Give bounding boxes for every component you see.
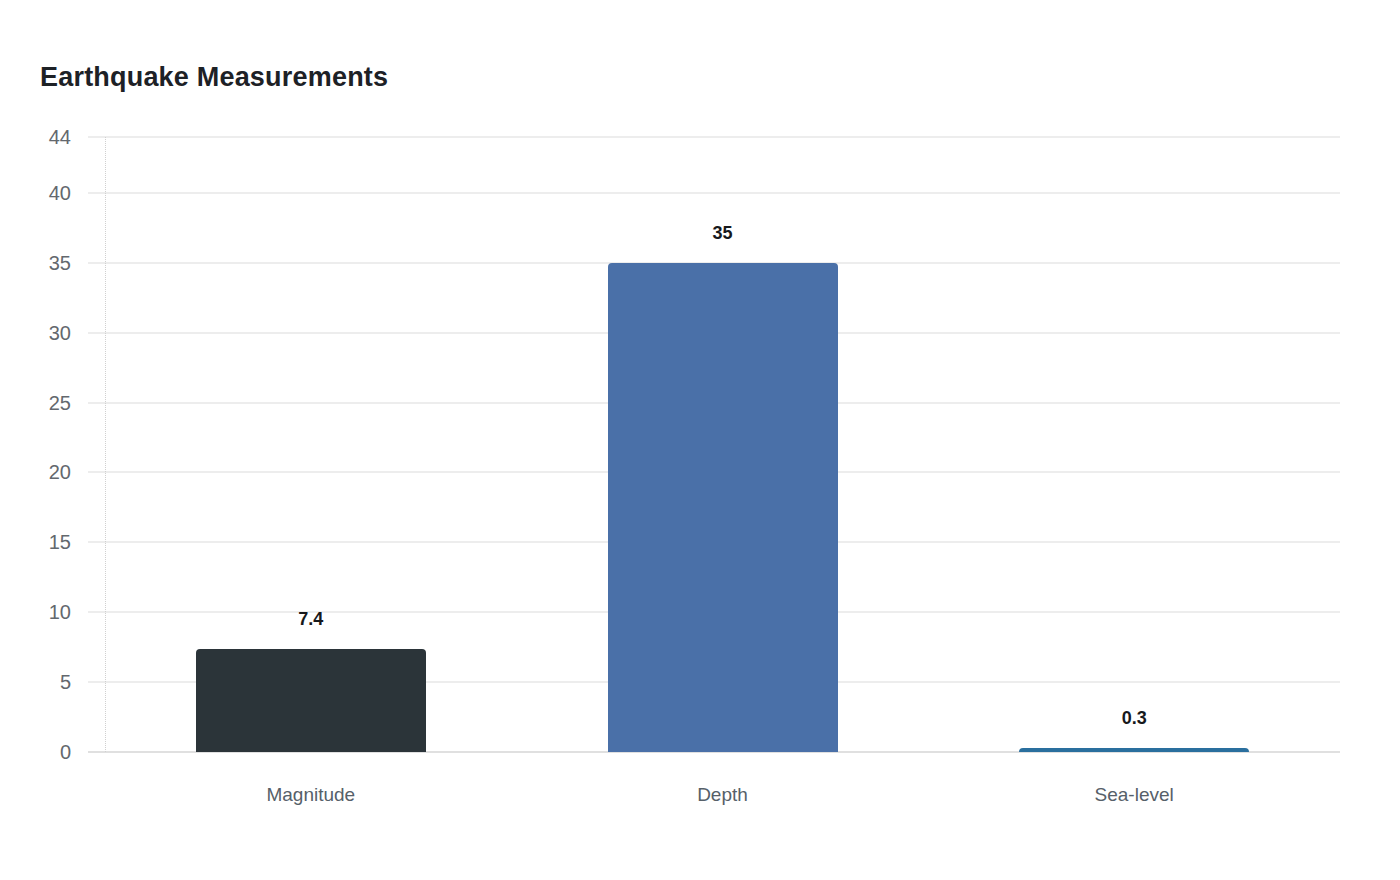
y-axis-tick-label: 5: [1, 672, 71, 692]
y-axis-tick-label: 44: [1, 127, 71, 147]
bar-sea-level: [1019, 748, 1249, 752]
bar-depth: [608, 263, 838, 752]
y-axis-tick-label: 10: [1, 602, 71, 622]
x-axis-label-magnitude: Magnitude: [196, 785, 426, 805]
gridline: [88, 192, 1340, 194]
x-axis-label-depth: Depth: [608, 785, 838, 805]
bar-value-label: 7.4: [196, 609, 426, 629]
y-axis-tick-label: 20: [1, 462, 71, 482]
y-axis-tick-label: 40: [1, 183, 71, 203]
bar-value-label: 35: [608, 223, 838, 243]
y-axis-tick-label: 35: [1, 253, 71, 273]
y-axis-tick-label: 30: [1, 323, 71, 343]
y-axis-tick-label: 0: [1, 742, 71, 762]
bar-magnitude: [196, 649, 426, 752]
y-axis-line: [105, 137, 106, 752]
gridline: [88, 136, 1340, 138]
x-axis-label-sea-level: Sea-level: [1019, 785, 1249, 805]
plot-area: 0 5 10 15 20 25 30 35 40 44 7.4 Magnitude 35 Depth 0.3…: [0, 0, 1400, 880]
bar-value-label: 0.3: [1019, 708, 1249, 728]
y-axis-tick-label: 15: [1, 532, 71, 552]
y-axis-tick-label: 25: [1, 393, 71, 413]
chart-page: Earthquake Measurements 0510152025303540…: [0, 0, 1400, 880]
